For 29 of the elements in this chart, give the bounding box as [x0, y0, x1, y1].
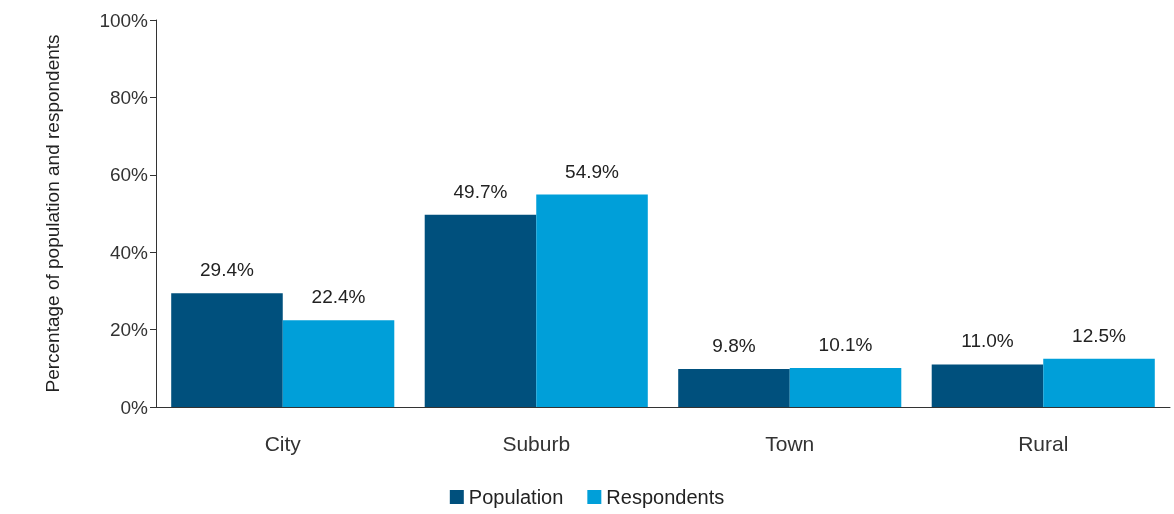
- data-label: 10.1%: [818, 333, 873, 355]
- bar: [536, 194, 648, 407]
- bar: [931, 364, 1044, 407]
- data-label: 54.9%: [565, 160, 620, 182]
- y-tick-label: 40%: [109, 241, 149, 263]
- bar: [789, 367, 902, 407]
- legend-label: Population: [468, 486, 564, 508]
- y-axis-title: Percentage of population and respondents: [41, 34, 63, 393]
- y-tick-label: 80%: [109, 86, 149, 108]
- bar: [282, 320, 395, 407]
- y-tick-label: 0%: [120, 396, 149, 418]
- x-tick-label: Rural: [1018, 432, 1069, 455]
- bar: [1043, 358, 1155, 407]
- data-label: 11.0%: [961, 330, 1014, 352]
- y-tick-label: 60%: [109, 164, 149, 186]
- data-label: 29.4%: [200, 259, 255, 281]
- data-label: 49.7%: [453, 180, 508, 202]
- legend-label: Respondents: [606, 486, 725, 508]
- y-tick-label: 100%: [99, 9, 149, 31]
- bar: [424, 214, 537, 407]
- x-tick-label: Town: [765, 432, 815, 455]
- bar: [678, 369, 790, 407]
- data-label: 9.8%: [712, 335, 756, 357]
- data-label: 12.5%: [1072, 324, 1127, 346]
- y-tick-label: 20%: [109, 319, 149, 341]
- x-tick-label: Suburb: [502, 432, 571, 455]
- x-tick-label: City: [264, 432, 302, 455]
- bar: [171, 293, 283, 407]
- data-label: 22.4%: [311, 286, 366, 308]
